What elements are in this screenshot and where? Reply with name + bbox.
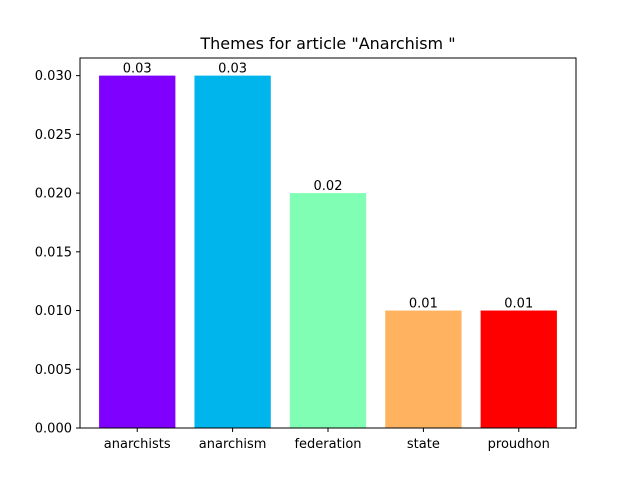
plot-frame [79, 57, 577, 429]
y-tick-label: 0.020 [35, 187, 72, 202]
bar-federation [289, 193, 367, 428]
x-tick-label-state: state [407, 437, 440, 452]
y-axis: 0.000 0.005 0.010 0.015 0.020 0.025 0.030 [35, 69, 80, 437]
bar-anarchism [194, 75, 271, 428]
bar-state [385, 310, 462, 428]
x-tick-label-federation: federation [294, 437, 361, 452]
bars [99, 75, 557, 428]
data-label-anarchists: 0.03 [123, 62, 152, 77]
bar-proudhon [480, 310, 557, 428]
y-tick-label: 0.000 [35, 422, 72, 437]
x-tick-label-anarchists: anarchists [104, 437, 171, 452]
x-tick-label-anarchism: anarchism [199, 437, 267, 452]
data-label-state: 0.01 [409, 297, 438, 312]
data-label-proudhon: 0.01 [504, 297, 533, 312]
y-tick-label: 0.025 [35, 128, 72, 143]
y-tick-label: 0.030 [35, 69, 72, 84]
data-labels: 0.03 0.03 0.02 0.01 0.01 [123, 62, 533, 312]
y-tick-label: 0.010 [35, 304, 72, 319]
y-tick-label: 0.015 [35, 245, 72, 260]
y-tick-label: 0.005 [35, 363, 72, 378]
data-label-anarchism: 0.03 [218, 62, 247, 77]
x-axis: anarchists anarchism federation state proudh… [104, 428, 550, 452]
bar-anarchists [99, 75, 176, 428]
data-label-federation: 0.02 [314, 179, 343, 194]
x-tick-label-proudhon: proudhon [488, 437, 550, 452]
chart-title: Themes for article "Anarchism " [199, 34, 455, 53]
